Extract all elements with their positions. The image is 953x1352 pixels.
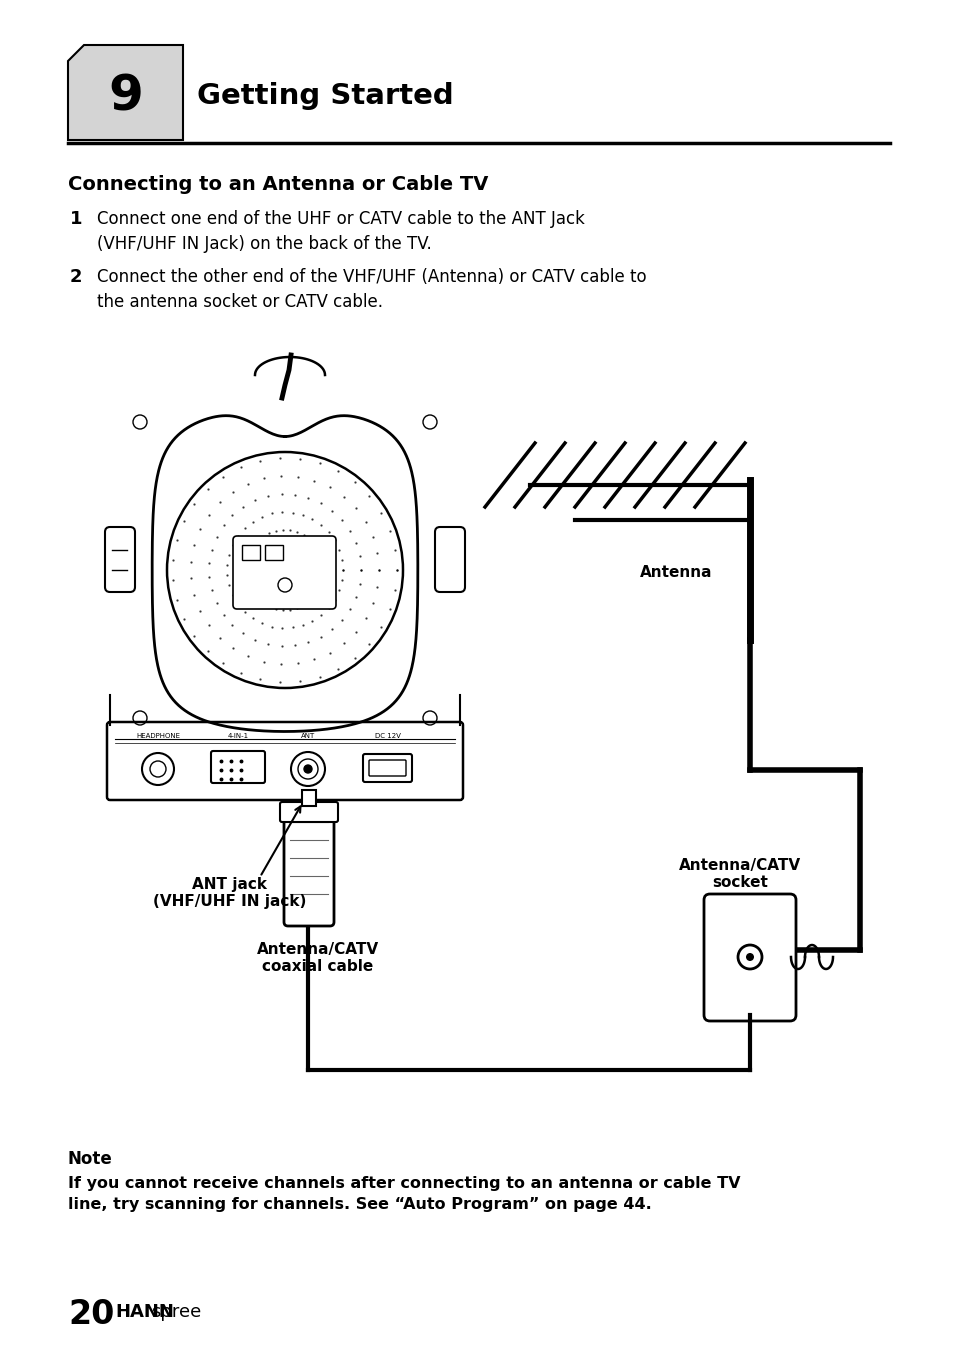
Bar xyxy=(265,545,283,560)
Text: 1: 1 xyxy=(70,210,82,228)
FancyBboxPatch shape xyxy=(369,760,406,776)
Text: Antenna/CATV
socket: Antenna/CATV socket xyxy=(679,857,801,890)
Text: Antenna/CATV
coaxial cable: Antenna/CATV coaxial cable xyxy=(256,942,378,975)
FancyBboxPatch shape xyxy=(280,802,337,822)
Text: 20: 20 xyxy=(68,1298,114,1330)
Polygon shape xyxy=(68,45,183,141)
FancyBboxPatch shape xyxy=(233,535,335,608)
Text: HEADPHONE: HEADPHONE xyxy=(136,733,180,740)
FancyBboxPatch shape xyxy=(363,754,412,781)
Text: 2: 2 xyxy=(70,268,82,287)
Text: 4-IN-1: 4-IN-1 xyxy=(227,733,249,740)
Bar xyxy=(302,790,315,806)
Text: Note: Note xyxy=(68,1151,112,1168)
Text: DC 12V: DC 12V xyxy=(375,733,400,740)
FancyBboxPatch shape xyxy=(211,750,265,783)
Text: If you cannot receive channels after connecting to an antenna or cable TV
line, : If you cannot receive channels after con… xyxy=(68,1176,740,1211)
FancyBboxPatch shape xyxy=(703,894,795,1021)
Bar xyxy=(242,545,260,560)
Text: Connecting to an Antenna or Cable TV: Connecting to an Antenna or Cable TV xyxy=(68,174,488,193)
Text: spree: spree xyxy=(151,1303,201,1321)
FancyBboxPatch shape xyxy=(105,527,135,592)
Text: ANT: ANT xyxy=(300,733,314,740)
Text: Antenna: Antenna xyxy=(639,565,712,580)
FancyBboxPatch shape xyxy=(284,808,334,926)
Text: Connect one end of the UHF or CATV cable to the ANT Jack
(VHF/UHF IN Jack) on th: Connect one end of the UHF or CATV cable… xyxy=(97,210,584,253)
Text: HANN: HANN xyxy=(115,1303,173,1321)
Circle shape xyxy=(304,765,312,773)
Text: Getting Started: Getting Started xyxy=(196,82,454,111)
FancyBboxPatch shape xyxy=(435,527,464,592)
FancyBboxPatch shape xyxy=(107,722,462,800)
Text: ANT jack
(VHF/UHF IN jack): ANT jack (VHF/UHF IN jack) xyxy=(153,877,306,910)
Circle shape xyxy=(745,953,753,961)
Text: Connect the other end of the VHF/UHF (Antenna) or CATV cable to
the antenna sock: Connect the other end of the VHF/UHF (An… xyxy=(97,268,646,311)
Text: 9: 9 xyxy=(108,73,143,120)
